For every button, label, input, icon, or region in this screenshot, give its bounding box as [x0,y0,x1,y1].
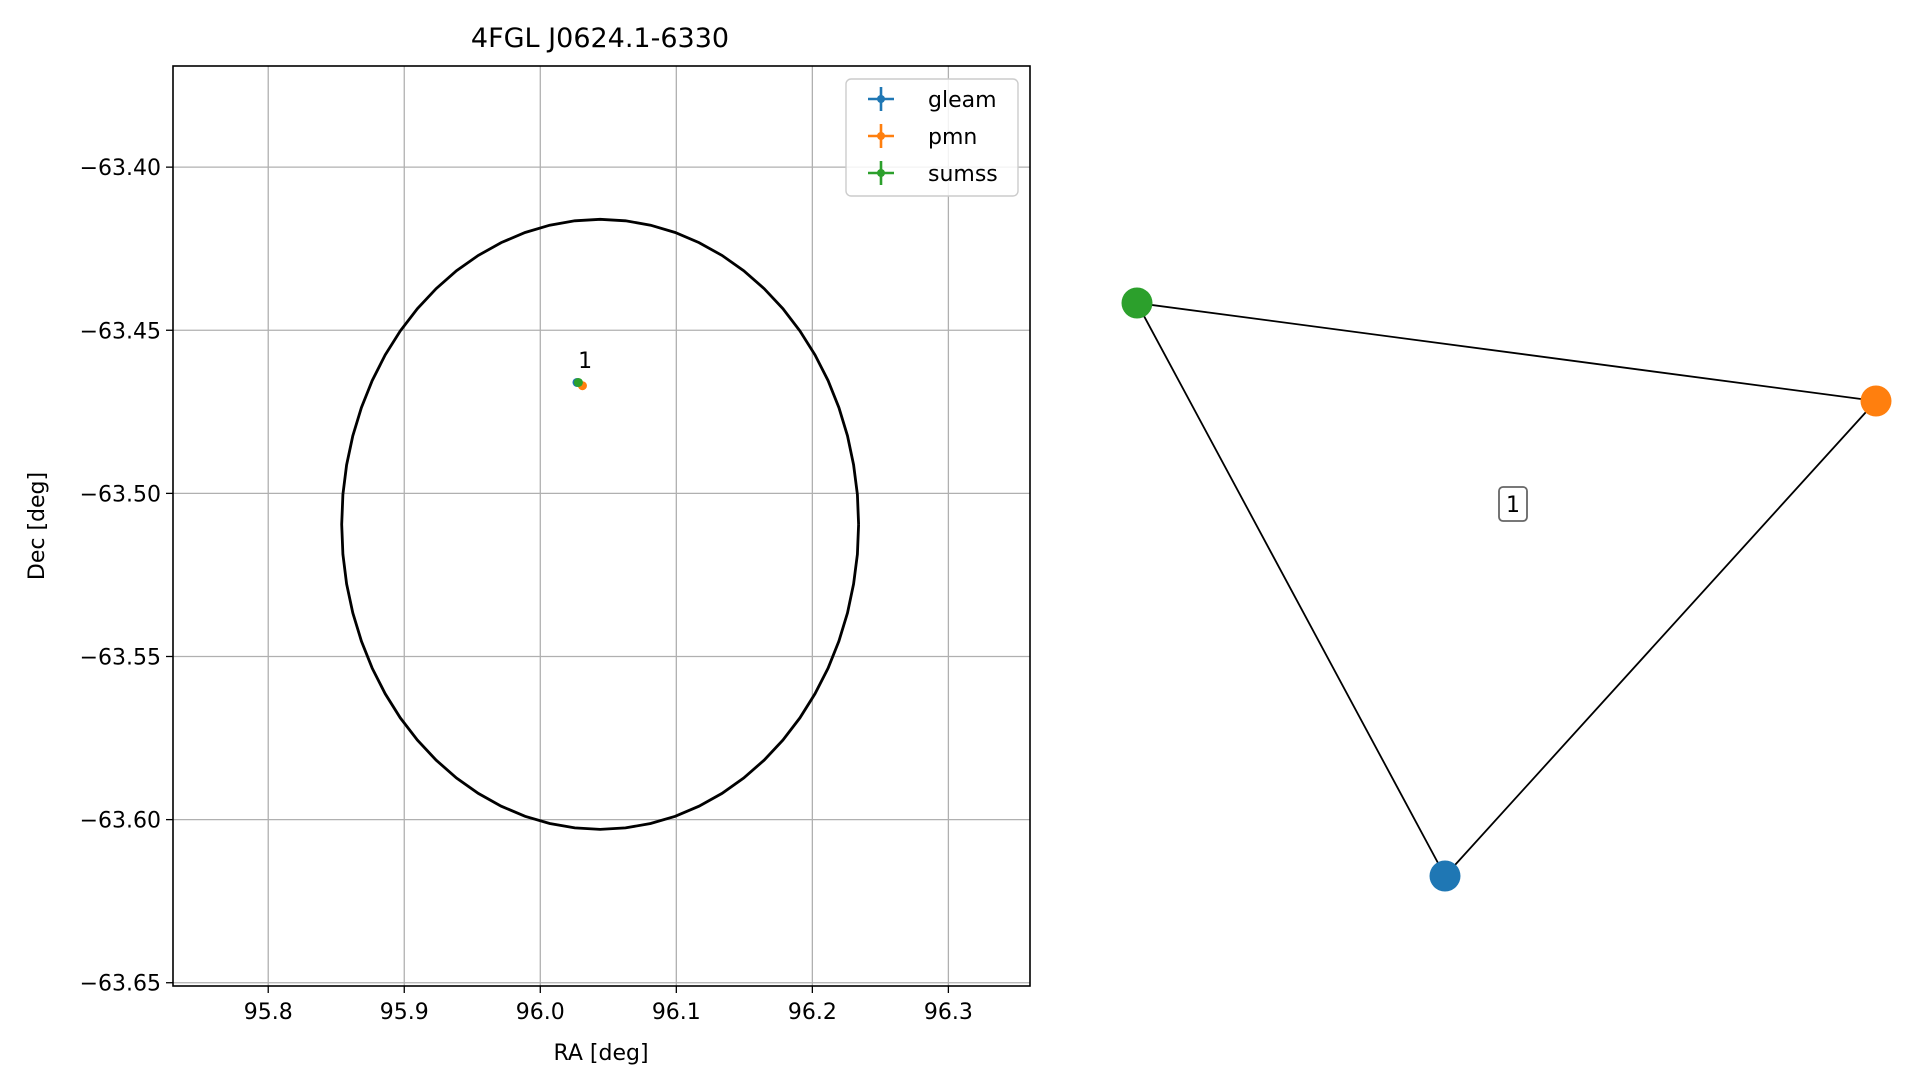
graph-node-pmn [1860,385,1892,417]
x-tick-label: 95.8 [244,1000,293,1025]
y-tick-label: −63.40 [80,156,161,181]
x-axis-label: RA [deg] [553,1041,648,1066]
graph-label-box [1498,486,1528,522]
graph-label-text: 1 [1506,493,1520,518]
grid [173,66,1030,986]
legend-sumss-label: sumss [928,162,998,187]
legend-gleam-label: gleam [928,88,997,113]
y-tick-label: −63.50 [80,482,161,507]
graph-node-gleam [1429,860,1461,892]
legend-pmn-marker [877,132,885,140]
plot-frame [172,65,1031,987]
x-tick-label: 95.9 [380,1000,429,1025]
legend-pmn-label: pmn [928,125,977,150]
x-tick-label: 96.3 [924,1000,973,1025]
x-tick-label: 96.2 [788,1000,837,1025]
graph-nodes [1121,287,1892,892]
scatter-plot: 4FGL J0624.1-6330 1 95.8 95.9 96.0 96.1 96.2… [25,23,1031,1066]
y-axis-label: Dec [deg] [25,472,50,580]
y-axis-ticks: −63.40 −63.45 −63.50 −63.55 −63.60 −63.65 [80,156,173,997]
graph-edge [1444,400,1877,877]
legend-gleam-marker [877,95,885,103]
x-axis-ticks: 95.8 95.9 96.0 96.1 96.2 96.3 [244,986,973,1025]
graph-edge [1136,302,1446,877]
legend-sumss-marker [877,169,885,177]
y-tick-label: −63.60 [80,809,161,834]
graph-edges [1136,302,1877,877]
sumss-point [573,377,583,387]
legend-box [845,78,1019,197]
y-tick-label: −63.65 [80,972,161,997]
chart-title: 4FGL J0624.1-6330 [471,23,729,54]
x-tick-label: 96.1 [652,1000,701,1025]
annotations: 1 [578,349,592,374]
error-ellipse [340,217,860,831]
x-tick-label: 96.0 [516,1000,565,1025]
legend: gleam pmn sumss [845,78,1019,197]
graph-label: 1 [1498,486,1528,522]
graph-edge [1136,302,1877,402]
annotation-label: 1 [578,349,592,374]
network-graph: 1 [1121,287,1892,892]
y-tick-label: −63.45 [80,319,161,344]
error-ellipse-outline [340,217,860,831]
y-tick-label: −63.55 [80,645,161,670]
graph-node-sumss [1121,287,1153,319]
data-points [572,377,587,391]
